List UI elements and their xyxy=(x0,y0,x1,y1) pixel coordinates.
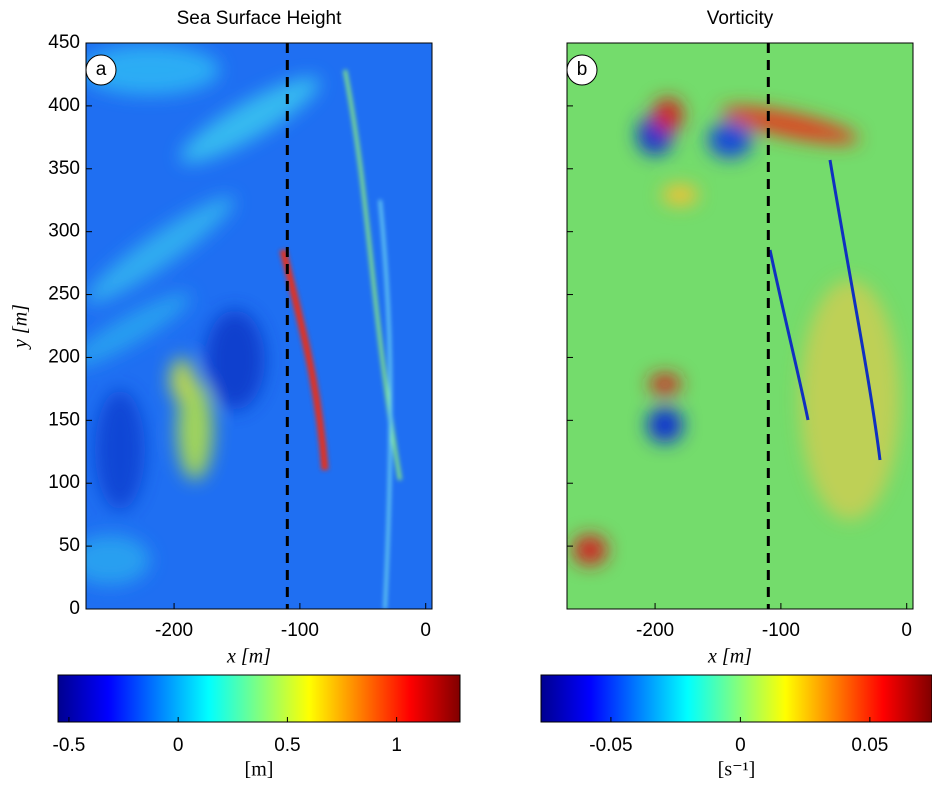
y-tick-label: 350 xyxy=(48,158,80,179)
colorbar-tick-label: 1 xyxy=(391,735,402,756)
ssh-field xyxy=(86,43,432,609)
y-tick-label: 150 xyxy=(48,409,80,430)
x-axis-label: x [m] xyxy=(707,646,752,668)
y-tick-label: 200 xyxy=(48,346,80,367)
x-tick-label: 0 xyxy=(901,620,912,641)
axes-frame xyxy=(85,42,433,610)
axes-frame xyxy=(566,42,914,610)
y-tick-label: 250 xyxy=(48,284,80,305)
y-tick-label: 450 xyxy=(48,32,80,53)
y-tick-label: 50 xyxy=(59,535,80,556)
y-tick-label: 400 xyxy=(48,95,80,116)
colorbar xyxy=(540,674,932,723)
colorbar-tick-label: 0.5 xyxy=(274,735,300,756)
panel-title: Vorticity xyxy=(707,8,774,29)
panel-label: b xyxy=(577,59,588,80)
colorbar-tick-label: 0 xyxy=(735,735,746,756)
x-tick-label: 0 xyxy=(420,620,431,641)
x-tick-label: -100 xyxy=(762,620,800,641)
panel-title: Sea Surface Height xyxy=(177,8,342,29)
y-tick-label: 300 xyxy=(48,221,80,242)
y-axis-label: y [m] xyxy=(10,304,32,350)
y-tick-label: 0 xyxy=(69,598,80,619)
colorbar-tick-label: -0.05 xyxy=(589,735,632,756)
vorticity-field xyxy=(567,43,913,609)
x-axis-label: x [m] xyxy=(226,646,271,668)
colorbar-tick-label: 0.05 xyxy=(851,735,888,756)
colorbar-label: [m] xyxy=(245,759,274,781)
x-tick-label: -200 xyxy=(155,620,193,641)
panel-label: a xyxy=(96,59,107,80)
colorbar-tick-label: -0.5 xyxy=(53,735,86,756)
x-tick-label: -100 xyxy=(281,620,319,641)
panel-label-circle xyxy=(85,54,117,86)
colorbar xyxy=(57,674,461,723)
x-tick-label: -200 xyxy=(636,620,674,641)
colorbar-tick-label: 0 xyxy=(173,735,184,756)
panel-label-circle xyxy=(566,54,598,86)
y-tick-label: 100 xyxy=(48,472,80,493)
colorbar-label: [s⁻¹] xyxy=(718,759,756,781)
